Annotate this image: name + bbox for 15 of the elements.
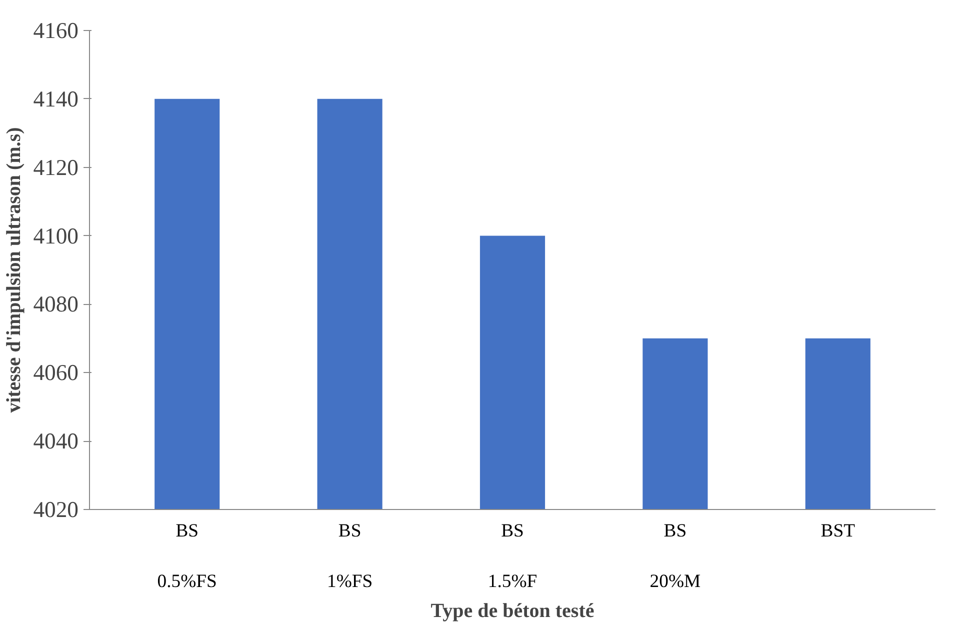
y-tick-label: 4140 xyxy=(33,86,78,112)
category-label: BS 0.5%FS xyxy=(157,520,217,592)
y-tick-label: 4120 xyxy=(33,154,78,180)
y-tick-label: 4100 xyxy=(33,223,78,248)
category-label: BS 1%FS xyxy=(326,520,373,592)
y-tick-label: 4060 xyxy=(33,360,78,386)
y-axis-title: vitesse d'impulsion ultrason (m.s) xyxy=(3,127,26,413)
x-tick-label: BST xyxy=(820,520,856,542)
y-tick-label: 4080 xyxy=(33,292,78,317)
y-tick-label: 4040 xyxy=(33,428,78,454)
y-tick-label: 4020 xyxy=(33,497,78,522)
x-axis-title: Type de béton testé xyxy=(430,600,594,622)
category-label: BS 20%M xyxy=(650,520,701,592)
category-label: BS 1.5%F xyxy=(488,520,538,592)
y-tick-label: 4160 xyxy=(33,18,78,43)
